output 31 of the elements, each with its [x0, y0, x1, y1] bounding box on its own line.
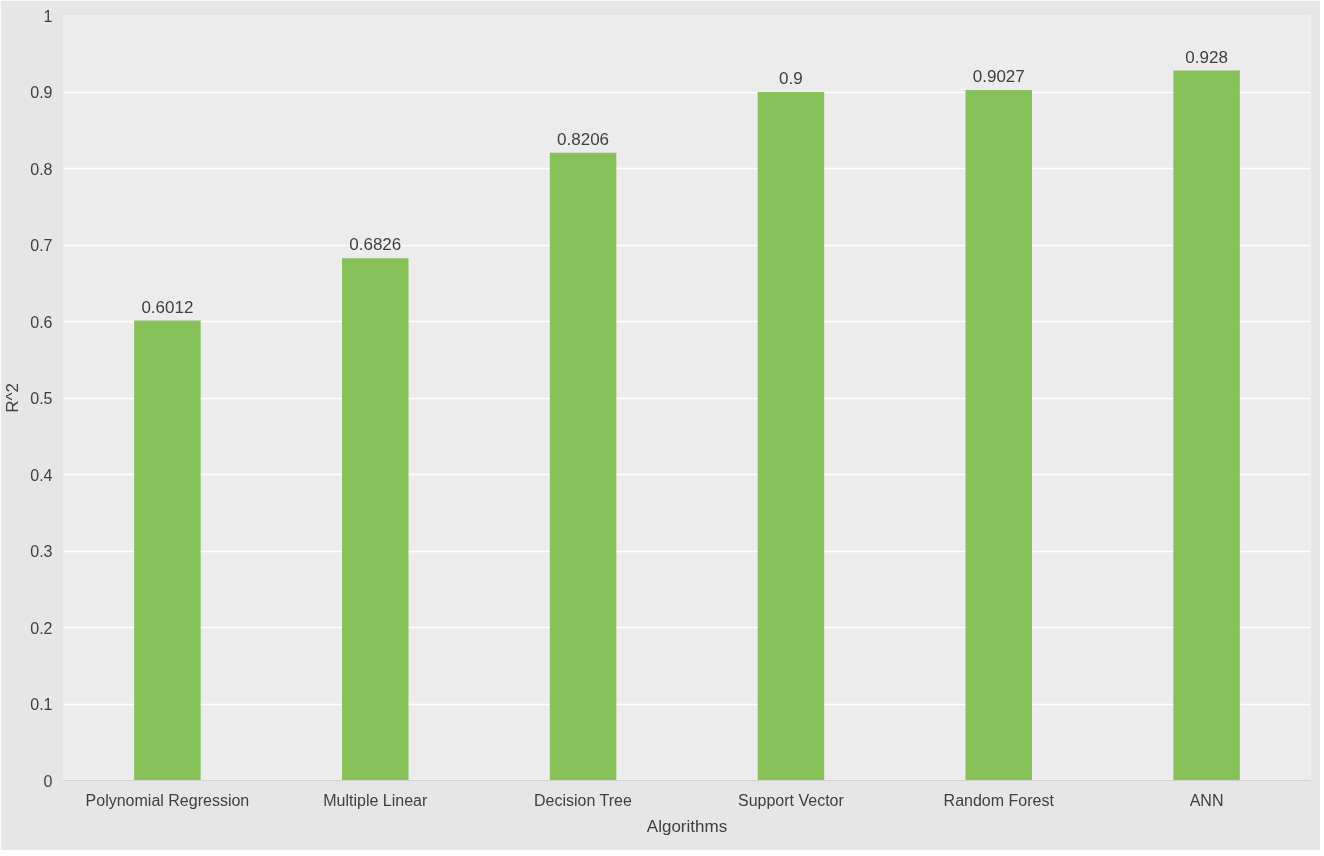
bar	[965, 89, 1032, 781]
y-tick-label: 0.9	[30, 84, 53, 101]
bar	[342, 258, 409, 781]
y-tick-label: 0.7	[30, 237, 53, 254]
bar	[757, 92, 825, 781]
data-label: 0.6012	[141, 297, 194, 317]
y-tick-label: 0.2	[30, 619, 53, 637]
y-tick-label: 1	[43, 7, 53, 25]
bar	[134, 320, 201, 781]
x-tick-label: Decision Tree	[534, 791, 632, 809]
y-tick-label: 0.4	[30, 466, 53, 484]
x-tick-label: Support Vector	[737, 791, 845, 809]
y-axis-title: R^2	[3, 383, 23, 413]
bar	[1173, 70, 1240, 781]
y-tick-label: 0.5	[30, 390, 53, 407]
bar	[549, 152, 617, 781]
y-tick-label: 0	[43, 772, 53, 790]
data-label: 0.928	[1185, 47, 1228, 67]
x-tick-label: Multiple Linear	[323, 791, 428, 809]
x-axis-title: Algorithms	[646, 816, 728, 836]
x-tick-label: Random Forest	[943, 791, 1055, 809]
x-tick-label: Polynomial Regression	[85, 791, 250, 809]
data-label: 0.6826	[349, 235, 402, 255]
x-tick-label: ANN	[1189, 791, 1224, 809]
data-label: 0.9	[779, 69, 803, 88]
y-tick-label: 0.1	[30, 696, 53, 713]
data-label: 0.9027	[972, 66, 1025, 86]
data-label: 0.8206	[557, 129, 610, 149]
y-tick-label: 0.3	[30, 543, 53, 560]
y-tick-label: 0.8	[30, 160, 53, 178]
y-tick-label: 0.6	[30, 313, 53, 331]
